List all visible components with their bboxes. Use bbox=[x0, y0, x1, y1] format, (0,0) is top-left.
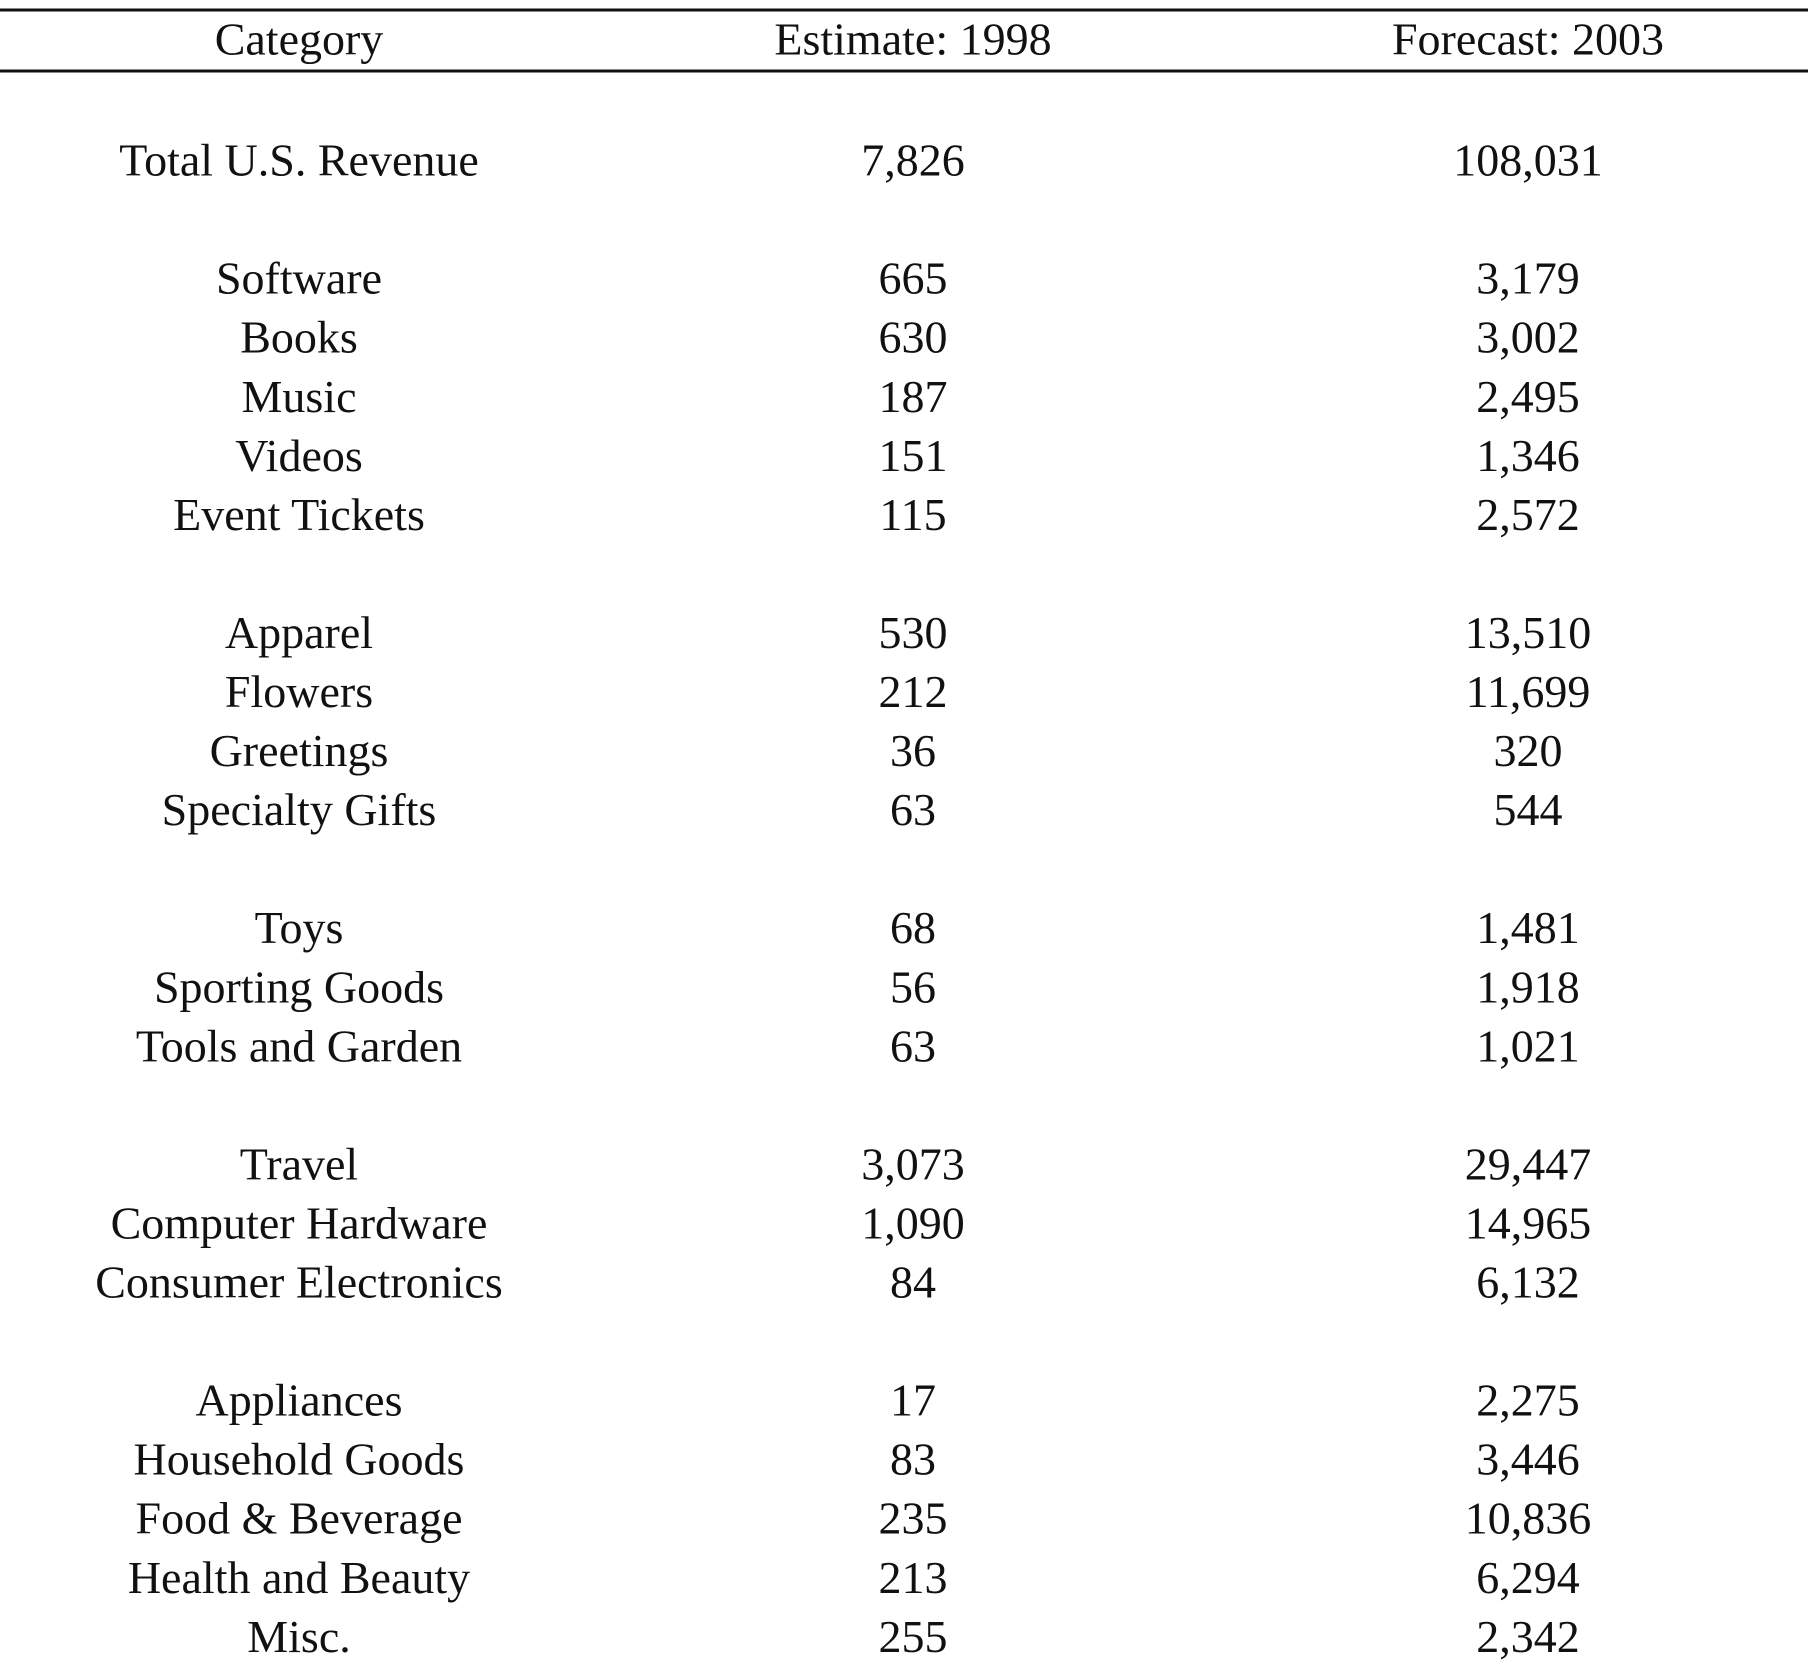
cell-value: 544 bbox=[1494, 784, 1563, 835]
cell-value: 235 bbox=[879, 1493, 948, 1544]
cell-value: 320 bbox=[1494, 725, 1563, 776]
cell-value: 3,002 bbox=[1476, 312, 1580, 363]
cell-value: 68 bbox=[890, 902, 936, 953]
cell-value: 2,275 bbox=[1476, 1375, 1580, 1426]
row-label: Videos bbox=[235, 430, 363, 481]
cell-value: 665 bbox=[879, 253, 948, 304]
cell-value: 7,826 bbox=[861, 135, 965, 186]
cell-value: 1,481 bbox=[1476, 902, 1580, 953]
cell-value: 1,090 bbox=[861, 1197, 965, 1248]
cell-value: 3,179 bbox=[1476, 253, 1580, 304]
cell-value: 1,021 bbox=[1476, 1020, 1580, 1071]
row-label: Appliances bbox=[196, 1375, 403, 1426]
cell-value: 630 bbox=[879, 312, 948, 363]
row-label: Toys bbox=[255, 902, 344, 953]
row-label: Specialty Gifts bbox=[162, 784, 437, 835]
row-label: Event Tickets bbox=[173, 489, 425, 540]
cell-value: 84 bbox=[890, 1257, 936, 1308]
cell-value: 1,918 bbox=[1476, 961, 1580, 1012]
cell-value: 29,447 bbox=[1465, 1138, 1592, 1189]
row-label: Misc. bbox=[247, 1611, 351, 1662]
cell-value: 6,132 bbox=[1476, 1257, 1580, 1308]
cell-value: 10,836 bbox=[1465, 1493, 1592, 1544]
cell-value: 187 bbox=[879, 371, 948, 422]
cell-value: 3,073 bbox=[861, 1138, 965, 1189]
row-label: Travel bbox=[240, 1138, 358, 1189]
cell-value: 63 bbox=[890, 1020, 936, 1071]
cell-value: 115 bbox=[879, 489, 946, 540]
row-label: Software bbox=[216, 253, 382, 304]
column-header: Category bbox=[215, 14, 384, 65]
cell-value: 151 bbox=[879, 430, 948, 481]
row-label: Tools and Garden bbox=[136, 1020, 462, 1071]
cell-value: 83 bbox=[890, 1434, 936, 1485]
cell-value: 36 bbox=[890, 725, 936, 776]
column-header: Forecast: 2003 bbox=[1392, 14, 1664, 65]
cell-value: 63 bbox=[890, 784, 936, 835]
row-label: Computer Hardware bbox=[111, 1197, 488, 1248]
cell-value: 3,446 bbox=[1476, 1434, 1580, 1485]
row-label: Consumer Electronics bbox=[95, 1257, 503, 1308]
row-label: Greetings bbox=[210, 725, 389, 776]
row-label: Books bbox=[240, 312, 358, 363]
column-header: Estimate: 1998 bbox=[774, 14, 1051, 65]
row-label: Food & Beverage bbox=[135, 1493, 462, 1544]
row-label: Household Goods bbox=[134, 1434, 465, 1485]
cell-value: 13,510 bbox=[1465, 607, 1592, 658]
cell-value: 530 bbox=[879, 607, 948, 658]
cell-value: 6,294 bbox=[1476, 1552, 1580, 1603]
cell-value: 11,699 bbox=[1466, 666, 1591, 717]
cell-value: 2,342 bbox=[1476, 1611, 1580, 1662]
cell-value: 2,495 bbox=[1476, 371, 1580, 422]
row-label: Sporting Goods bbox=[154, 961, 444, 1012]
row-label: Flowers bbox=[225, 666, 373, 717]
cell-value: 108,031 bbox=[1453, 135, 1603, 186]
cell-value: 213 bbox=[879, 1552, 948, 1603]
row-label: Total U.S. Revenue bbox=[119, 135, 479, 186]
cell-value: 56 bbox=[890, 961, 936, 1012]
row-label: Health and Beauty bbox=[128, 1552, 470, 1603]
row-label: Apparel bbox=[225, 607, 373, 658]
cell-value: 1,346 bbox=[1476, 430, 1580, 481]
row-label: Music bbox=[242, 371, 357, 422]
cell-value: 2,572 bbox=[1476, 489, 1580, 540]
cell-value: 255 bbox=[879, 1611, 948, 1662]
cell-value: 17 bbox=[890, 1375, 936, 1426]
cell-value: 14,965 bbox=[1465, 1197, 1592, 1248]
cell-value: 212 bbox=[879, 666, 948, 717]
